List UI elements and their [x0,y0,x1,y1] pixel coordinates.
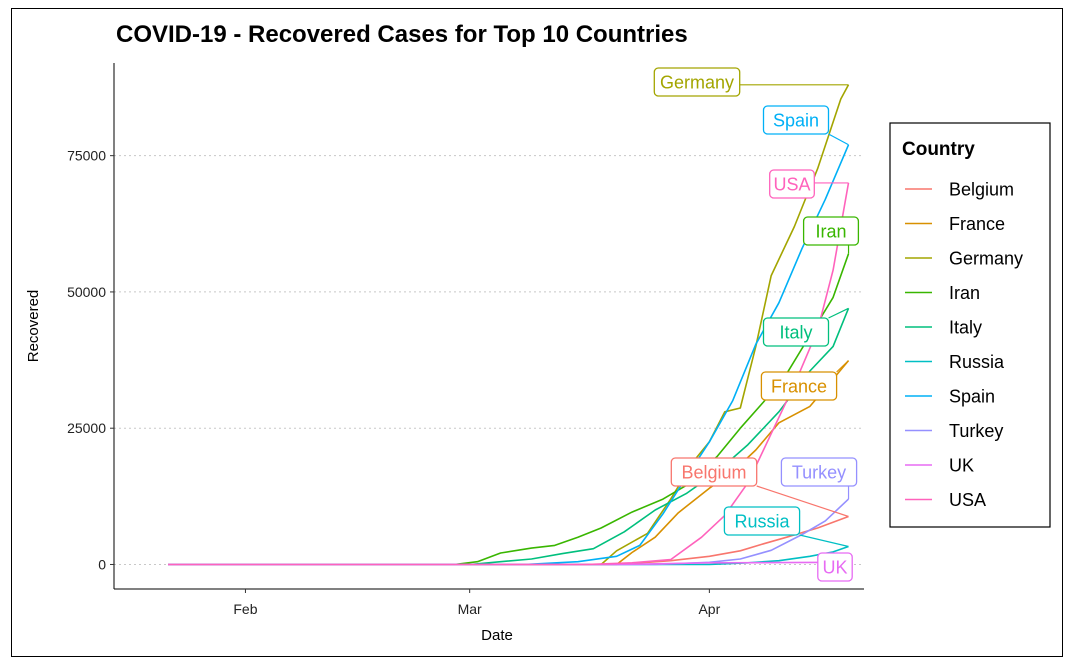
legend-label: France [949,214,1005,234]
series-lines [168,84,850,566]
ticks: 0 25000 50000 75000 Feb Mar Apr [67,148,721,617]
label-text: Spain [773,111,819,131]
series-line-germany [168,84,850,566]
legend-item-belgium: Belgium [905,180,1014,200]
label-text: Italy [779,323,812,343]
series-label-belgium: Belgium [670,457,849,518]
series-line-russia [168,545,849,566]
label-connector [828,133,849,146]
chart-frame: COVID-19 - Recovered Cases for Top 10 Co… [11,8,1063,657]
gridlines [114,155,864,565]
series-label-iran: Iran [802,216,860,254]
legend-label: Spain [949,387,995,407]
y-axis-label: Recovered [25,290,42,363]
legend-item-france: France [905,214,1005,234]
series-label-uk: UK [817,552,853,582]
legend-label: Italy [949,318,982,338]
label-box [760,371,838,401]
legend-item-turkey: Turkey [905,421,1003,441]
label-box [780,457,858,487]
legend: Country Belgium France Germany Iran Italy Rus… [889,122,1051,528]
label-box [762,317,830,347]
label-box [802,216,860,246]
y-tick-label: 0 [98,556,106,572]
label-text: UK [822,558,847,578]
chart-title: COVID-19 - Recovered Cases for Top 10 Co… [116,21,688,48]
label-connector [799,534,849,548]
y-tick-label: 50000 [67,284,106,300]
legend-item-iran: Iran [905,283,980,303]
series-label-spain: Spain [762,105,849,146]
x-tick-label: Apr [698,601,720,617]
legend-box [889,122,1051,528]
label-box [817,552,853,582]
legend-label: Russia [949,352,1005,372]
label-text: France [771,377,827,397]
series-labels: Belgium France Germany Iran Italy Russia Spain… [653,67,860,582]
legend-label: USA [949,490,986,510]
label-box [723,506,801,536]
label-connector [828,307,849,319]
series-label-russia: Russia [723,506,849,548]
legend-item-uk: UK [905,456,974,476]
label-box [762,105,830,135]
legend-item-germany: Germany [905,249,1023,269]
series-label-germany: Germany [653,67,849,97]
series-label-france: France [760,360,849,401]
label-text: Russia [734,512,790,532]
label-text: Turkey [792,463,846,483]
axes [113,63,864,590]
label-box [769,169,815,199]
label-box [653,67,741,97]
series-label-italy: Italy [762,307,849,347]
label-text: Iran [815,222,846,242]
legend-item-usa: USA [905,490,986,510]
legend-label: Belgium [949,180,1014,200]
label-text: Belgium [681,463,746,483]
legend-label: Turkey [949,421,1003,441]
series-label-turkey: Turkey [780,457,858,500]
y-tick-label: 75000 [67,148,106,164]
series-line-iran [168,253,850,566]
label-text: USA [773,175,810,195]
x-axis-label: Date [481,627,513,644]
legend-item-italy: Italy [905,318,982,338]
label-connector [836,360,849,373]
legend-title: Country [902,139,975,160]
x-tick-label: Feb [233,601,257,617]
chart-svg: COVID-19 - Recovered Cases for Top 10 Co… [25,21,1051,644]
legend-label: Iran [949,283,980,303]
x-tick-label: Mar [458,601,482,617]
series-label-usa: USA [769,169,849,199]
y-tick-label: 25000 [67,420,106,436]
label-connector [756,485,849,518]
legend-item-russia: Russia [905,352,1005,372]
legend-item-spain: Spain [905,387,995,407]
label-box [670,457,758,487]
series-line-spain [168,144,850,566]
legend-label: UK [949,456,974,476]
legend-label: Germany [949,249,1023,269]
label-text: Germany [660,73,734,93]
